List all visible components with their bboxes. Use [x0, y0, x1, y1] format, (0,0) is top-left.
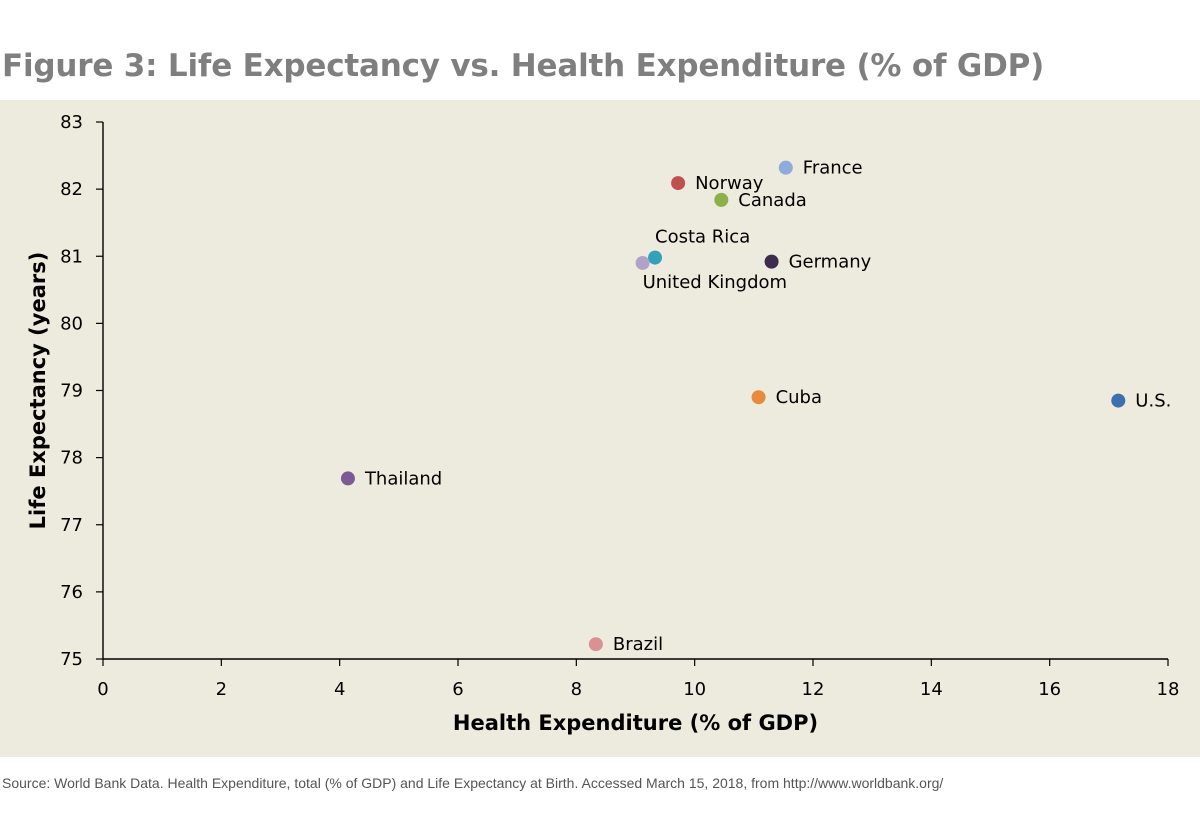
data-point	[648, 250, 663, 265]
y-tick-label: 78	[60, 448, 83, 469]
data-point	[764, 254, 779, 269]
y-tick-label: 79	[60, 381, 83, 402]
x-tick-label: 0	[97, 679, 108, 700]
data-point	[714, 192, 729, 207]
plot-area: 0 2 4 6 8 10 12 14 16 18 75 76 77 78 79 80 81 82 83 Health …	[0, 100, 1200, 757]
x-tick-label: 14	[920, 679, 943, 700]
data-label: Costa Rica	[655, 227, 750, 248]
data-label: Germany	[789, 252, 872, 273]
x-tick-label: 12	[802, 679, 825, 700]
data-label: Brazil	[613, 634, 663, 655]
y-tick-label: 82	[60, 179, 83, 200]
data-point	[588, 637, 603, 652]
x-tick-label: 4	[334, 679, 345, 700]
y-tick-label: 80	[60, 313, 83, 334]
y-tick-label: 76	[60, 582, 83, 603]
data-label: Norway	[695, 173, 764, 194]
data-label: France	[803, 158, 863, 179]
y-tick-label: 75	[60, 649, 83, 670]
y-tick-label: 83	[60, 112, 83, 133]
x-tick-label: 6	[452, 679, 463, 700]
x-tick-label: 2	[216, 679, 227, 700]
data-point	[778, 160, 793, 175]
x-tick-label: 16	[1038, 679, 1061, 700]
x-axis-title: Health Expenditure (% of GDP)	[453, 711, 818, 735]
data-point	[751, 390, 766, 405]
x-tick-label: 10	[683, 679, 706, 700]
data-label: Cuba	[776, 387, 822, 408]
y-tick-label: 81	[60, 246, 83, 267]
data-label: U.S.	[1135, 391, 1171, 412]
source-note: Source: World Bank Data. Health Expendit…	[2, 775, 944, 791]
data-point	[1111, 393, 1126, 408]
x-tick-label: 18	[1157, 679, 1180, 700]
y-tick-label: 77	[60, 515, 83, 536]
data-label: Thailand	[364, 468, 442, 489]
data-label: United Kingdom	[643, 272, 787, 293]
data-point	[635, 255, 650, 270]
y-axis-title: Life Expectancy (years)	[26, 252, 50, 530]
x-tick-label: 8	[571, 679, 582, 700]
data-point	[340, 471, 355, 486]
chart-title: Figure 3: Life Expectancy vs. Health Exp…	[2, 48, 1045, 84]
data-point	[671, 176, 686, 191]
data-label: Canada	[738, 190, 807, 211]
scatter-chart: 0 2 4 6 8 10 12 14 16 18 75 76 77 78 79 80 81 82 83 Health …	[26, 112, 1180, 735]
